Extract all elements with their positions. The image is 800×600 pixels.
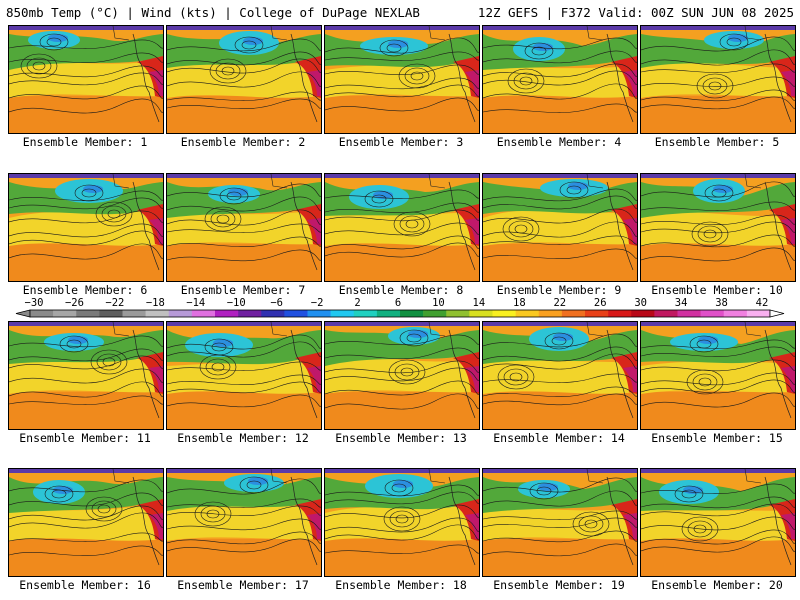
- ensemble-member-label: Ensemble Member: 5: [654, 135, 780, 149]
- colorbar-segment: [677, 310, 701, 317]
- colorbar-tick-label: 6: [394, 297, 402, 309]
- colorbar-segment: [723, 310, 748, 317]
- colorbar-tick-label: 30: [634, 297, 647, 309]
- ensemble-map-panel: [640, 321, 796, 430]
- colorbar-left-arrow: [15, 309, 31, 318]
- colorbar-segment: [515, 310, 540, 317]
- colorbar-segment: [746, 310, 771, 317]
- colorbar-segment: [99, 310, 123, 317]
- ensemble-map-panel: [482, 173, 638, 282]
- colorbar-segment: [145, 310, 170, 317]
- ensemble-member-label: Ensemble Member: 9: [496, 283, 622, 297]
- colorbar-segment: [168, 310, 193, 317]
- colorbar-segment: [561, 310, 586, 317]
- ensemble-map-panel: [482, 321, 638, 430]
- ensemble-map-panel: [8, 25, 164, 134]
- colorbar-tick-label: 10: [432, 297, 445, 309]
- ensemble-member-label: Ensemble Member: 19: [493, 578, 625, 592]
- colorbar-segment: [76, 310, 100, 317]
- colorbar-segment: [700, 310, 725, 317]
- ensemble-map-panel: [166, 25, 322, 134]
- ensemble-member-label: Ensemble Member: 1: [22, 135, 148, 149]
- colorbar-segment: [631, 310, 655, 317]
- colorbar-segment: [215, 310, 239, 317]
- ensemble-map-panel: [640, 468, 796, 577]
- colorbar-tick-label: −30: [24, 297, 44, 309]
- ensemble-member-label: Ensemble Member: 20: [651, 578, 783, 592]
- colorbar-tick-label: −18: [145, 297, 165, 309]
- ensemble-member-label: Ensemble Member: 13: [335, 431, 467, 445]
- ensemble-member-label: Ensemble Member: 10: [651, 283, 783, 297]
- ensemble-map-panel: [482, 468, 638, 577]
- ensemble-member-label: Ensemble Member: 18: [335, 578, 467, 592]
- colorbar-tick-label: −6: [270, 297, 283, 309]
- colorbar-tick-label: 2: [354, 297, 361, 309]
- ensemble-member-label: Ensemble Member: 15: [651, 431, 783, 445]
- colorbar-tick-label: 18: [513, 297, 526, 309]
- ensemble-map-panel: [324, 173, 480, 282]
- ensemble-map-panel: [640, 25, 796, 134]
- colorbar-tick-label: −14: [186, 297, 206, 309]
- colorbar-segment: [400, 310, 424, 317]
- ensemble-member-label: Ensemble Member: 3: [338, 135, 464, 149]
- ensemble-member-label: Ensemble Member: 14: [493, 431, 625, 445]
- colorbar-segment: [608, 310, 632, 317]
- ensemble-map-panel: [324, 468, 480, 577]
- colorbar-segment: [423, 310, 447, 317]
- colorbar-segment: [446, 310, 470, 317]
- colorbar-tick-label: 38: [715, 297, 728, 309]
- ensemble-map-panel: [8, 468, 164, 577]
- colorbar-right-arrow: [769, 309, 785, 318]
- ensemble-member-label: Ensemble Member: 4: [496, 135, 622, 149]
- color-scale-bar: [15, 309, 785, 318]
- colorbar-segment: [53, 310, 77, 317]
- ensemble-member-label: Ensemble Member: 17: [177, 578, 309, 592]
- colorbar-tick-label: 26: [593, 297, 607, 309]
- colorbar-tick-label: −22: [105, 297, 125, 309]
- colorbar-segment: [30, 310, 54, 317]
- ensemble-member-label: Ensemble Member: 7: [180, 283, 306, 297]
- colorbar-segment: [585, 310, 609, 317]
- ensemble-map-panel: [8, 173, 164, 282]
- ensemble-member-label: Ensemble Member: 16: [19, 578, 151, 592]
- ensemble-member-label: Ensemble Member: 12: [177, 431, 309, 445]
- colorbar-segment: [538, 310, 563, 317]
- ensemble-member-label: Ensemble Member: 11: [19, 431, 151, 445]
- ensemble-map-panel: [166, 321, 322, 430]
- ensemble-map-panel: [640, 173, 796, 282]
- ensemble-member-label: Ensemble Member: 6: [22, 283, 148, 297]
- colorbar-segment: [376, 310, 401, 317]
- ensemble-map-panel: [8, 321, 164, 430]
- ensemble-map-panel: [324, 25, 480, 134]
- colorbar-tick-label: −26: [64, 297, 84, 309]
- ensemble-map-panel: [166, 173, 322, 282]
- ensemble-map-panel: [166, 468, 322, 577]
- colorbar-segment: [492, 310, 516, 317]
- ensemble-member-label: Ensemble Member: 2: [180, 135, 306, 149]
- colorbar-segment: [284, 310, 308, 317]
- colorbar-segment: [469, 310, 493, 317]
- colorbar-segment: [261, 310, 285, 317]
- chart-title: 850mb Temp (°C) | Wind (kts) | College o…: [6, 5, 420, 20]
- colorbar-tick-label: 34: [674, 297, 688, 309]
- colorbar-segment: [307, 310, 331, 317]
- model-run-info: 12Z GEFS | F372 Valid: 00Z SUN JUN 08 20…: [477, 5, 794, 20]
- ensemble-map-panel: [482, 25, 638, 134]
- colorbar-tick-label: 42: [755, 297, 769, 309]
- colorbar-tick-label: −2: [310, 297, 324, 309]
- colorbar-segment: [122, 310, 146, 317]
- colorbar-tick-label: 22: [553, 297, 567, 309]
- colorbar-segment: [191, 310, 216, 317]
- ensemble-map-panel: [324, 321, 480, 430]
- colorbar-segment: [238, 310, 262, 317]
- colorbar-segment: [353, 310, 378, 317]
- colorbar-segment: [654, 310, 678, 317]
- colorbar-tick-label: −10: [226, 297, 246, 309]
- colorbar-tick-label: 14: [472, 297, 486, 309]
- colorbar-segment: [330, 310, 355, 317]
- ensemble-member-label: Ensemble Member: 8: [338, 283, 464, 297]
